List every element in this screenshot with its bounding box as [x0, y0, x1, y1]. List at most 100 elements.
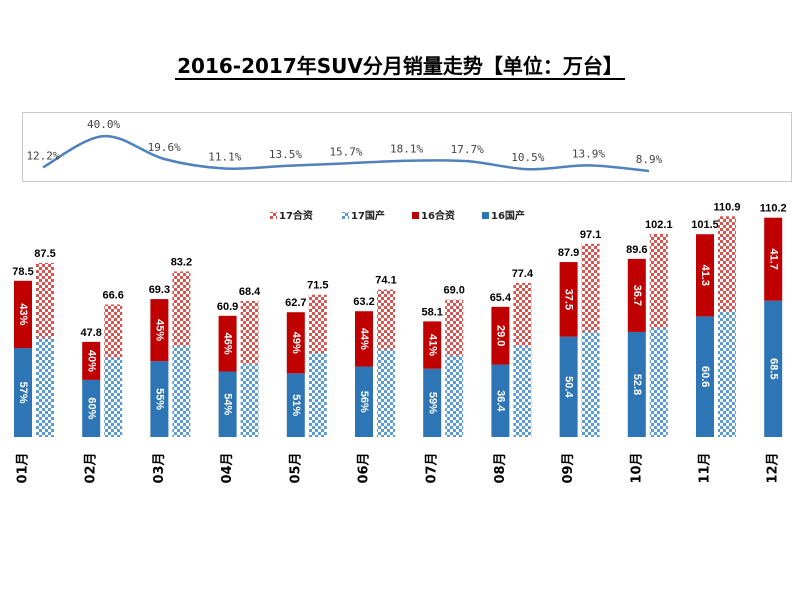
bar-17-hezi [172, 271, 191, 346]
bar-16-total: 69.3 [149, 284, 170, 296]
bar-16-hezi-label: 41.3 [699, 265, 711, 286]
bar-17-total: 66.6 [102, 289, 123, 301]
legend-swatch [412, 212, 419, 219]
bar-16-guochan [286, 373, 305, 437]
bar-16-guochan-label: 54% [222, 393, 234, 415]
bar-16-guochan [14, 348, 32, 437]
growth-label: 8.9% [636, 153, 663, 166]
growth-label: 19.6% [148, 141, 181, 154]
bar-16-guochan [150, 361, 169, 437]
month-label: 03月 [152, 452, 167, 483]
bar-17-guochan [649, 327, 668, 437]
legend-swatch [342, 212, 349, 219]
bar-16-guochan-label: 51% [290, 394, 302, 416]
bar-16-total: 89.6 [626, 244, 647, 256]
bar-17-total: 77.4 [512, 268, 534, 280]
bar-17-hezi [36, 262, 54, 338]
growth-label: 40.0% [87, 118, 120, 131]
bar-17-total: 110.9 [714, 201, 741, 213]
legend-swatch [270, 212, 277, 219]
bar-17-hezi [377, 289, 395, 350]
growth-label: 15.7% [329, 145, 362, 158]
bar-16-guochan-label: 60% [85, 397, 97, 419]
bar-17-hezi [104, 304, 123, 358]
bar-16-guochan [423, 368, 442, 437]
month-label: 07月 [425, 452, 440, 483]
bar-16-hezi [218, 315, 237, 372]
bar-16-hezi-label: 41.7 [767, 248, 779, 269]
bar-17-guochan [513, 345, 532, 437]
bar-16-total: 62.7 [285, 297, 306, 309]
growth-label: 17.7% [451, 143, 484, 156]
month-label: 04月 [220, 452, 235, 483]
bar-17-guochan [104, 357, 123, 437]
bar-16-total: 63.2 [353, 296, 374, 308]
bar-16-total: 60.9 [217, 301, 238, 313]
bar-17-hezi [649, 233, 668, 328]
bar-16-guochan [82, 379, 101, 437]
bar-17-guochan [308, 353, 327, 437]
bar-16-total: 78.5 [12, 266, 33, 278]
bar-16-hezi-label: 44% [358, 328, 370, 350]
bar-16-guochan [764, 300, 783, 437]
bar-16-guochan-label: 36.4 [494, 390, 506, 412]
bar-17-total: 87.5 [34, 248, 55, 260]
bar-16-guochan-label: 55% [153, 388, 165, 410]
bar-16-hezi-label: 36.7 [631, 285, 643, 306]
bar-16-guochan-label: 50.4 [563, 376, 575, 398]
growth-label: 13.9% [572, 147, 605, 160]
bar-16-guochan-label: 68.5 [767, 358, 779, 379]
month-label: 10月 [629, 452, 644, 483]
bar-16-total: 101.5 [691, 219, 719, 231]
growth-label: 18.1% [390, 143, 423, 156]
bar-17-guochan [445, 355, 464, 437]
chart-title: 2016-2017年SUV分月销量走势【单位：万台】 [0, 50, 800, 80]
month-label: 05月 [288, 452, 303, 483]
bar-17-total: 102.1 [645, 219, 673, 231]
bar-16-guochan-label: 57% [17, 382, 29, 404]
bar-17-total: 97.1 [580, 229, 601, 241]
bar-16-hezi-label: 41% [426, 334, 438, 356]
growth-panel [22, 112, 792, 182]
month-label: 06月 [357, 452, 372, 483]
bar-17-hezi [240, 300, 259, 364]
bar-17-total: 74.1 [375, 275, 396, 287]
month-label: 12月 [766, 452, 781, 483]
bar-17-guochan [377, 349, 395, 437]
bar-16-total: 65.4 [490, 292, 512, 304]
growth-label: 13.5% [269, 148, 302, 161]
bar-16-hezi-label: 46% [222, 333, 234, 355]
bar-16-guochan [355, 366, 373, 437]
legend-swatch [482, 212, 489, 219]
bar-17-total: 83.2 [171, 256, 192, 268]
bar-16-hezi-label: 29.0 [494, 325, 506, 346]
growth-line [42, 134, 650, 173]
bar-16-hezi [355, 311, 373, 367]
growth-label: 11.1% [208, 151, 241, 164]
bar-17-hezi [581, 243, 600, 332]
bar-17-guochan [36, 337, 54, 437]
bar-17-hezi [718, 216, 736, 312]
growth-label: 10.5% [511, 151, 544, 164]
bar-17-guochan [718, 311, 736, 437]
bar-16-hezi [150, 299, 169, 362]
bar-16-guochan-label: 60.6 [699, 366, 711, 387]
bar-17-hezi [308, 294, 327, 354]
bar-16-total: 110.2 [760, 203, 787, 215]
bar-16-guochan [627, 331, 646, 437]
bar-16-hezi [82, 341, 101, 380]
bar-17-guochan [172, 345, 191, 437]
bar-16-hezi [627, 258, 646, 332]
month-label: 01月 [16, 452, 31, 483]
bar-16-guochan [696, 316, 714, 437]
bar-16-guochan [218, 371, 237, 437]
bar-17-guochan [240, 363, 259, 437]
bar-16-hezi [696, 234, 714, 317]
bar-16-guochan-label: 52.8 [631, 374, 643, 395]
bar-16-hezi-label: 49% [290, 332, 302, 354]
legend-label: 16合资 [421, 209, 455, 222]
growth-label: 12.2% [26, 149, 59, 162]
bar-16-hezi-label: 43% [17, 303, 29, 325]
bar-17-total: 69.0 [443, 285, 464, 297]
